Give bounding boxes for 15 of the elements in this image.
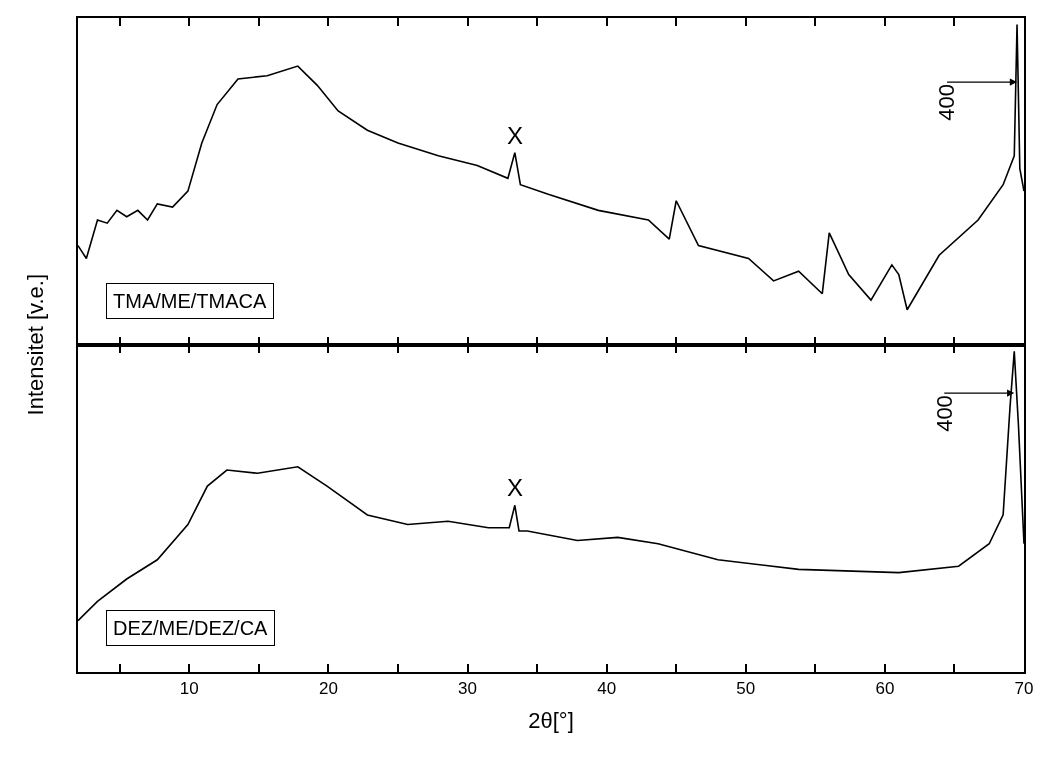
text: TMA/ME/TMACA (113, 290, 267, 312)
x-tick-label: 70 (1014, 679, 1034, 699)
x-tick-label: 40 (597, 679, 617, 699)
annotation: X (507, 122, 524, 149)
series-label: DEZ/ME/DEZ/CA (113, 617, 269, 639)
x-axis-title: 2θ[°] (528, 707, 574, 733)
x-tick-label: 50 (736, 679, 756, 699)
x-tick-label: 10 (179, 679, 199, 699)
x-tick-label: 30 (458, 679, 477, 699)
x-tick-label: 60 (875, 679, 895, 699)
annotation: 400 (934, 83, 960, 121)
y-axis-title: Intensitet [v.e.] (23, 273, 49, 416)
annotation: X (507, 474, 524, 501)
x-tick-label: 20 (318, 679, 338, 699)
annotation: 400 (931, 395, 957, 432)
